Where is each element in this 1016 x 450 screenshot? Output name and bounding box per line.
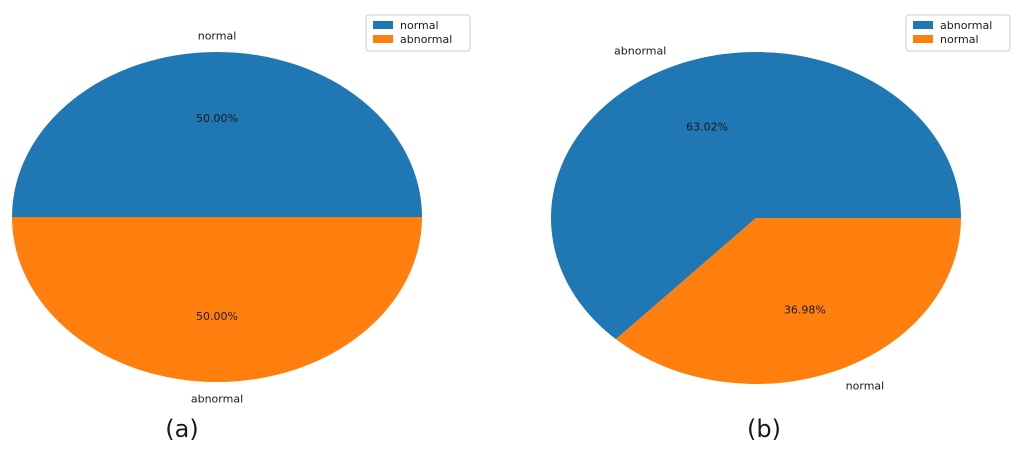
slice-label: abnormal (614, 44, 666, 57)
subfigure-caption: (a) (165, 415, 198, 443)
pie-chart-b: 63.02%abnormal36.98%normalabnormalnormal… (551, 14, 1011, 443)
legend-swatch-abnormal (373, 35, 393, 43)
legend-swatch-normal (913, 35, 933, 43)
legend-entry-label: abnormal (400, 33, 452, 46)
slice-percent-label: 36.98% (784, 303, 826, 316)
legend-entry-label: normal (400, 19, 439, 32)
slice-label: normal (198, 30, 237, 43)
pie-slice-abnormal (551, 51, 961, 340)
legend-swatch-normal (373, 21, 393, 29)
pie-slice-normal (615, 218, 961, 384)
slice-percent-label: 63.02% (686, 121, 728, 134)
slice-percent-label: 50.00% (196, 112, 238, 125)
pie-chart-a: 50.00%normal50.00%abnormalnormalabnormal… (12, 14, 471, 443)
slice-label: abnormal (191, 393, 243, 406)
legend-entry-label: normal (940, 33, 979, 46)
pie-slice-normal (12, 52, 422, 217)
slice-percent-label: 50.00% (196, 310, 238, 323)
legend-entry-label: abnormal (940, 19, 992, 32)
slice-label: normal (846, 380, 885, 393)
pie-slice-abnormal (12, 217, 422, 382)
subfigure-caption: (b) (747, 415, 781, 443)
legend-swatch-abnormal (913, 21, 933, 29)
